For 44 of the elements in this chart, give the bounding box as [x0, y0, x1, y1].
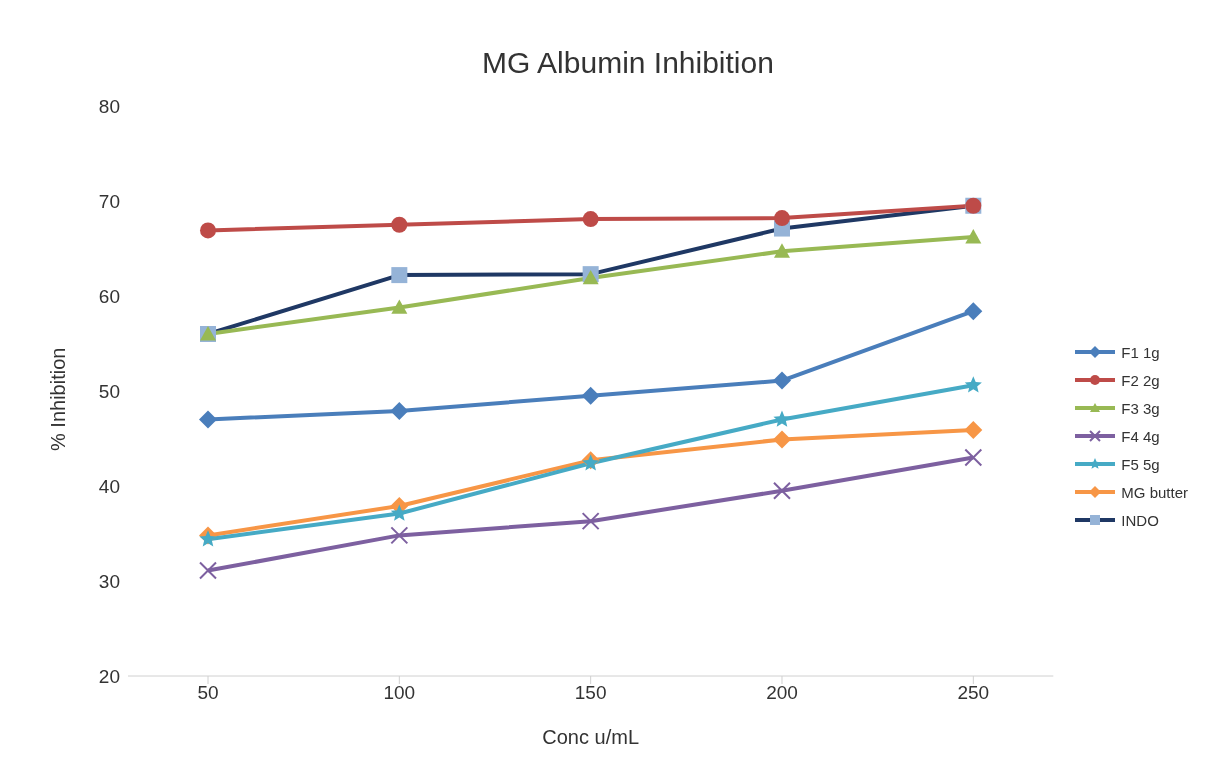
chart-title: MG Albumin Inhibition: [481, 45, 775, 81]
point: [390, 401, 409, 420]
point: [581, 512, 600, 531]
x-tick-label: 250: [957, 682, 990, 704]
legend-label: MG butter: [1121, 483, 1188, 501]
point: [199, 561, 217, 580]
legend-label: F2 2g: [1121, 371, 1160, 389]
point: [772, 481, 791, 500]
x-tick-label: 200: [766, 682, 798, 704]
x-tick-label: 150: [574, 682, 607, 704]
legend-label: INDO: [1121, 511, 1159, 529]
point: [390, 526, 409, 545]
point: [199, 410, 217, 429]
point: [964, 448, 983, 467]
point: [965, 229, 982, 244]
legend-label: F4 4g: [1121, 427, 1160, 445]
point: [773, 243, 790, 258]
point: [582, 211, 599, 228]
y-tick-label: 50: [98, 380, 120, 402]
point: [391, 216, 408, 233]
y-tick-label: 40: [98, 475, 120, 497]
point: [773, 410, 791, 427]
y-tick-label: 60: [98, 285, 120, 307]
y-tick-label: 80: [98, 95, 120, 117]
point: [964, 302, 983, 321]
point: [581, 386, 600, 405]
legend-label: F5 5g: [1121, 455, 1160, 473]
point: [772, 430, 791, 449]
y-axis-title: % Inhibition: [47, 347, 70, 451]
y-tick-label: 20: [98, 665, 120, 687]
y-tick-label: 70: [98, 190, 120, 212]
point: [772, 371, 791, 390]
point: [773, 210, 790, 227]
point: [391, 299, 408, 314]
legend-label: F1 1g: [1121, 343, 1160, 361]
point: [199, 530, 217, 547]
point: [200, 222, 216, 239]
x-tick-label: 100: [383, 682, 416, 704]
legend-label: F3 3g: [1121, 399, 1160, 417]
x-axis-title: Conc u/mL: [542, 726, 640, 748]
point: [964, 420, 983, 439]
x-tick-label: 50: [197, 682, 219, 704]
point: [964, 376, 982, 393]
y-tick-label: 30: [98, 570, 120, 592]
